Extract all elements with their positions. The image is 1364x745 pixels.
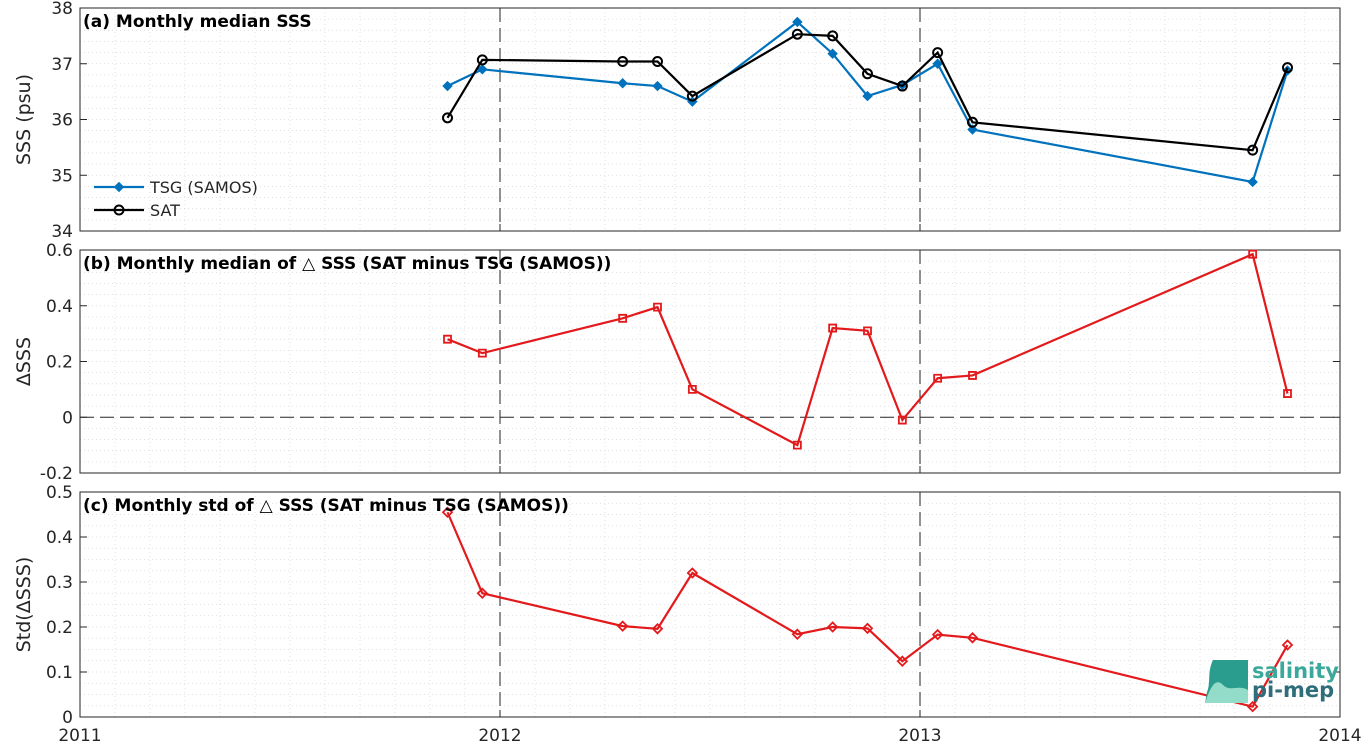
data-point (791, 28, 803, 40)
data-point (826, 621, 839, 633)
y-tick-label: 36 (51, 111, 73, 131)
data-point (932, 58, 943, 69)
series-line (447, 252, 1289, 447)
data-point (933, 373, 943, 383)
x-tick-label: 2011 (58, 726, 101, 745)
panel-b: -0.2 0 0.2 0.4 0.6 ΔSSS (b) Monthly median of … (13, 241, 1341, 484)
data-point (896, 80, 908, 92)
data-point (1281, 639, 1294, 651)
salinity-pi-mep-logo: salinity pi-mep (1205, 659, 1339, 703)
y-tick-label: 0 (62, 708, 73, 728)
data-point (651, 623, 664, 635)
y-tick-label: 0.2 (46, 353, 73, 373)
data-point (897, 415, 907, 425)
data-point (686, 567, 699, 579)
logo-text-salinity: salinity (1252, 659, 1339, 683)
panel-title-b: (b) Monthly median of △ SSS (SAT minus T… (83, 254, 611, 274)
y-tick-label: 0 (62, 408, 73, 428)
data-point (617, 78, 628, 89)
y-tick-label: 34 (51, 222, 73, 242)
data-point (653, 302, 662, 312)
y-tick-label: 0.1 (46, 663, 73, 683)
data-point (616, 620, 629, 632)
data-point (1246, 700, 1259, 713)
x-tick-label: 2014 (1318, 726, 1361, 745)
panel-a: 34 35 36 37 38 SSS (psu) (a) Monthly median SS… (13, 0, 1341, 242)
y-tick-label: 0.2 (46, 618, 73, 638)
series-delta-sss-c (441, 506, 1294, 713)
data-point (862, 90, 873, 102)
data-point (828, 323, 838, 333)
data-point (827, 30, 839, 42)
y-tick-label: 35 (51, 166, 73, 186)
data-point (1282, 62, 1293, 74)
data-point (476, 54, 488, 66)
data-point (477, 64, 488, 75)
legend: TSG (SAMOS) SAT (94, 178, 258, 220)
y-tick-label: 0.4 (46, 297, 73, 317)
grid-lines (80, 250, 1340, 473)
series-delta-sss-b (443, 249, 1292, 450)
y-axis-label: Std(ΔSSS) (13, 557, 35, 653)
x-tick-label: 2012 (478, 726, 521, 745)
data-point (931, 628, 944, 641)
data-point (862, 68, 873, 80)
data-point (863, 326, 872, 336)
logo-wave-icon-light (1205, 682, 1248, 703)
data-point (476, 587, 489, 600)
data-point (968, 371, 977, 380)
data-point (791, 628, 804, 640)
data-point (932, 47, 944, 59)
data-point (967, 116, 978, 128)
data-point (1247, 176, 1258, 188)
data-point (617, 56, 629, 68)
series-tsg-samos- (442, 16, 1293, 188)
data-point (652, 80, 663, 92)
x-tick-label: 2013 (898, 726, 941, 745)
y-axis-label: SSS (psu) (13, 74, 35, 165)
data-point (861, 622, 874, 635)
y-tick-label: 37 (51, 55, 73, 75)
legend-marker (113, 181, 125, 193)
data-point (1248, 249, 1258, 259)
series-line (446, 511, 1289, 708)
legend-marker (113, 204, 125, 216)
data-point (1247, 144, 1259, 156)
data-point (618, 313, 628, 323)
data-point (1283, 389, 1292, 398)
y-axis-label: ΔSSS (13, 337, 35, 386)
y-tick-label: -0.2 (40, 464, 73, 484)
data-point (966, 632, 979, 644)
y-tick-label: 0.3 (46, 573, 73, 593)
data-point (827, 48, 838, 59)
data-point (442, 112, 453, 124)
y-tick-label: 0.6 (46, 241, 73, 261)
legend-label: SAT (150, 201, 180, 220)
data-point (896, 655, 909, 667)
data-point (792, 440, 802, 450)
logo-text-pi-mep: pi-mep (1252, 678, 1334, 702)
data-point (442, 80, 453, 92)
series-line (447, 20, 1289, 184)
data-point (443, 334, 452, 344)
data-point (441, 506, 454, 519)
data-point (477, 348, 487, 358)
data-point (652, 56, 663, 68)
y-tick-label: 0.4 (46, 528, 73, 548)
data-point (792, 16, 803, 28)
y-tick-label: 0.5 (46, 483, 73, 503)
legend-label: TSG (SAMOS) (149, 178, 258, 197)
panel-c: 0 0.1 0.2 0.3 0.4 0.5 2011 2012 2013 2014 Std(ΔSSS… (13, 483, 1362, 745)
panel-title-c: (c) Monthly std of △ SSS (SAT minus TSG … (83, 496, 569, 516)
grid-lines (80, 8, 1340, 231)
data-point (686, 90, 698, 102)
series-line (446, 33, 1289, 152)
y-tick-label: 38 (51, 0, 73, 19)
grid-lines (80, 492, 1340, 717)
panel-title-a: (a) Monthly median SSS (83, 12, 312, 32)
series-sat (442, 28, 1293, 156)
axes-box (79, 491, 1341, 718)
data-point (687, 384, 697, 394)
